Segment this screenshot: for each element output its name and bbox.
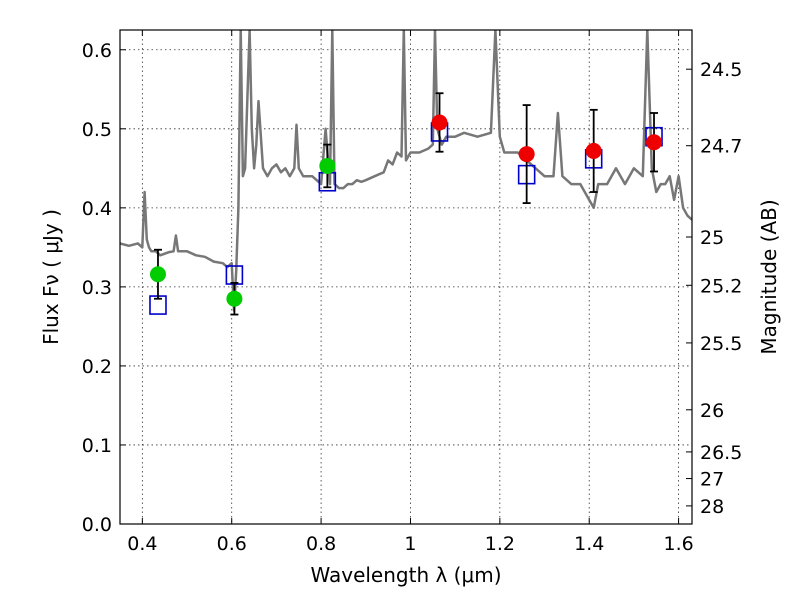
y-axis-label: Flux Fν ( μJy ) [39, 209, 63, 345]
x-tick-label: 0.8 [306, 533, 336, 555]
y2-tick-label: 25 [700, 227, 724, 249]
axis-labels: Wavelength λ (μm) Flux Fν ( μJy ) Magnit… [39, 199, 781, 587]
photometry-point [149, 266, 166, 283]
y2-tick-label: 24.7 [700, 136, 742, 158]
y-tick-label: 0.2 [82, 356, 112, 378]
y2-tick-label: 27 [700, 469, 724, 491]
y-tick-label: 0.6 [82, 40, 112, 62]
y-tick-label: 0.1 [82, 435, 112, 457]
x-tick-label: 1.6 [663, 533, 693, 555]
y2-tick-label: 26 [700, 400, 724, 422]
x-tick-label: 0.4 [127, 533, 157, 555]
x-tick-label: 1 [404, 533, 416, 555]
x-tick-label: 1.2 [485, 533, 515, 555]
axis-ticks: 0.4 0.6 0.8 1 1.2 1.4 1.6 0.0 0.1 0.2 0.3 0.4 0.5 0.6… [82, 30, 742, 555]
x-tick-label: 0.6 [217, 533, 247, 555]
plot-frame [119, 29, 693, 525]
y-tick-label: 0.3 [82, 277, 112, 299]
x-axis-label: Wavelength λ (μm) [310, 563, 501, 587]
photometry-point [319, 157, 336, 174]
y2-tick-label: 26.5 [700, 442, 742, 464]
photometry-point [585, 142, 602, 159]
plot-area [120, 30, 692, 316]
photometry-point [431, 114, 448, 131]
x-tick-label: 1.4 [574, 533, 604, 555]
y-tick-label: 0.5 [82, 119, 112, 141]
photometry-point [646, 134, 663, 151]
y2-tick-label: 28 [700, 496, 724, 518]
y-tick-label: 0.0 [82, 514, 112, 536]
y2-tick-label: 25.5 [700, 333, 742, 355]
photometry-point [518, 146, 535, 163]
y2-tick-label: 25.2 [700, 275, 742, 297]
photometry-point [226, 290, 243, 307]
y2-axis-label: Magnitude (AB) [757, 199, 781, 354]
y2-tick-label: 24.5 [700, 59, 742, 81]
y-tick-label: 0.4 [82, 198, 112, 220]
template-spectrum-line [120, 30, 692, 312]
